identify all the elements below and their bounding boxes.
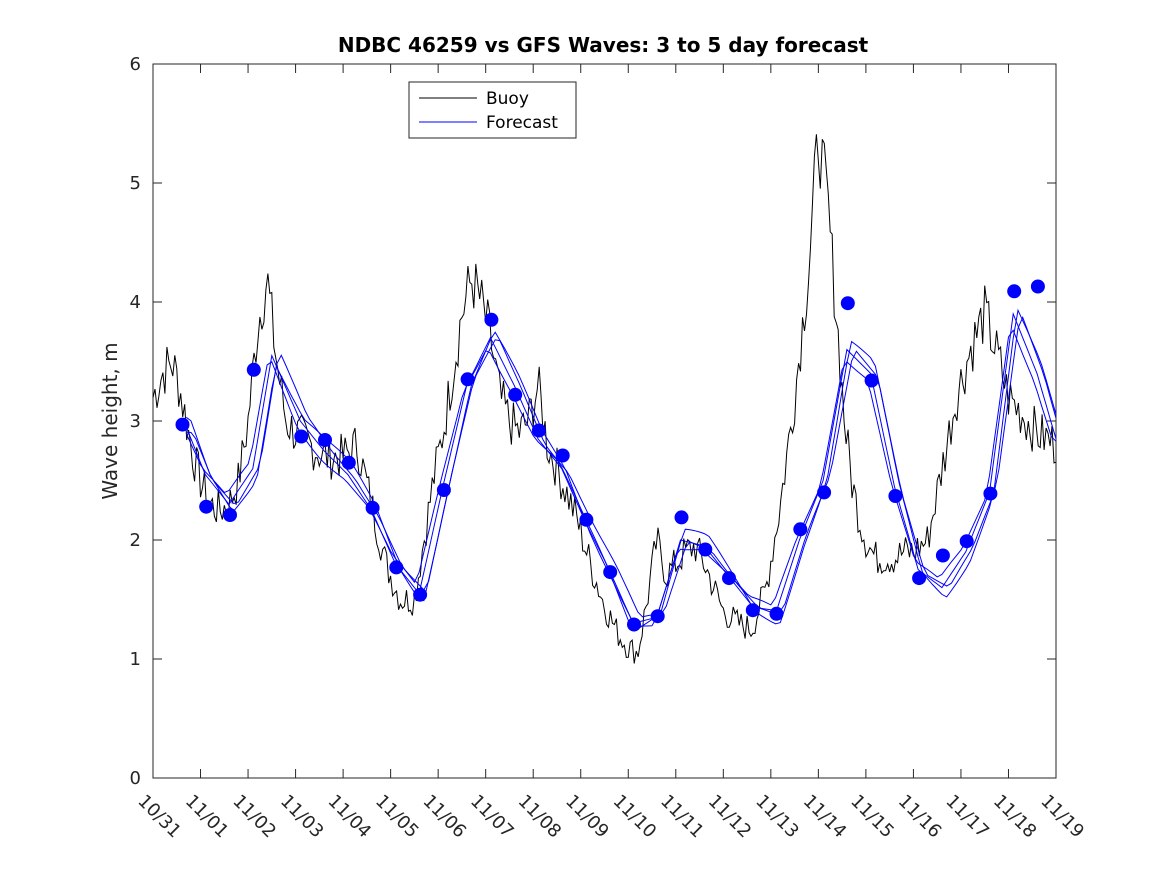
legend: Buoy Forecast xyxy=(408,81,577,139)
forecast-series-line-4 xyxy=(186,315,1057,618)
forecast-marker xyxy=(959,534,974,549)
forecast-series-line-3 xyxy=(185,329,1057,627)
x-tick-label: 11/09 xyxy=(561,791,613,843)
forecast-marker xyxy=(199,499,214,514)
y-tick-label: 0 xyxy=(130,768,141,789)
forecast-marker xyxy=(555,448,570,463)
forecast-marker xyxy=(484,312,499,327)
x-tick-label: 11/02 xyxy=(229,791,281,843)
x-tick-label: 11/11 xyxy=(656,791,708,843)
forecast-marker xyxy=(294,429,309,444)
y-tick-label: 4 xyxy=(130,292,141,313)
buoy-series-line xyxy=(152,134,1057,664)
forecast-series-line-1 xyxy=(185,311,1057,624)
x-tick-label: 11/12 xyxy=(704,791,756,843)
x-tick-label: 11/05 xyxy=(371,791,423,843)
plot-frame xyxy=(152,63,1057,779)
y-tick-label: 2 xyxy=(130,530,141,551)
forecast-marker xyxy=(745,603,760,618)
legend-label-forecast: Forecast xyxy=(486,113,558,133)
forecast-marker xyxy=(722,571,736,586)
x-tick-label: 11/03 xyxy=(276,791,328,843)
x-tick-label: 11/10 xyxy=(609,791,661,843)
forecast-marker xyxy=(888,489,903,503)
forecast-marker xyxy=(460,372,475,387)
forecast-marker xyxy=(365,500,380,515)
plot-area: 012345610/3111/0111/0211/0311/0411/0511/… xyxy=(130,54,1088,842)
forecast-marker xyxy=(1030,279,1045,294)
forecast-marker xyxy=(674,510,689,525)
x-tick-label: 10/31 xyxy=(133,791,185,843)
forecast-marker xyxy=(840,296,855,311)
x-tick-label: 11/15 xyxy=(846,791,898,843)
forecast-marker xyxy=(627,617,641,632)
x-tick-label: 11/16 xyxy=(894,791,946,843)
forecast-marker xyxy=(389,560,404,575)
forecast-marker xyxy=(579,512,594,527)
forecast-marker xyxy=(650,609,665,624)
x-tick-label: 11/19 xyxy=(1036,791,1088,843)
x-tick-label: 11/07 xyxy=(466,791,518,843)
y-tick-label: 1 xyxy=(130,649,141,670)
forecast-marker xyxy=(175,417,190,432)
x-tick-label: 11/06 xyxy=(419,791,471,843)
forecast-marker xyxy=(318,433,332,447)
forecast-marker xyxy=(793,522,808,537)
forecast-marker xyxy=(769,606,784,621)
forecast-marker xyxy=(817,485,832,500)
forecast-marker xyxy=(436,483,451,497)
x-tick-label: 11/04 xyxy=(324,791,376,843)
x-tick-label: 11/01 xyxy=(181,791,233,843)
forecast-marker xyxy=(1007,284,1022,299)
forecast-series-line-2 xyxy=(185,308,1057,630)
y-tick-label: 3 xyxy=(130,411,141,432)
forecast-marker xyxy=(246,362,261,377)
forecast-marker xyxy=(508,387,523,402)
forecast-marker xyxy=(935,548,950,563)
chart-title: NDBC 46259 vs GFS Waves: 3 to 5 day fore… xyxy=(338,33,869,57)
y-tick-label: 6 xyxy=(130,54,141,75)
legend-label-buoy: Buoy xyxy=(486,89,529,109)
y-axis-label: Wave height, m xyxy=(98,342,122,499)
x-tick-label: 11/18 xyxy=(989,791,1041,843)
forecast-marker xyxy=(603,565,618,580)
forecast-marker xyxy=(413,587,428,602)
legend-box xyxy=(408,81,577,139)
forecast-marker xyxy=(983,486,998,501)
forecast-marker xyxy=(698,542,713,557)
x-tick-label: 11/08 xyxy=(514,791,566,843)
forecast-marker xyxy=(223,508,237,522)
y-tick-label: 5 xyxy=(130,173,141,194)
forecast-marker xyxy=(864,373,879,388)
x-tick-label: 11/17 xyxy=(941,791,993,843)
forecast-marker xyxy=(912,571,927,586)
forecast-marker xyxy=(341,455,356,470)
x-tick-label: 11/14 xyxy=(799,791,851,843)
x-tick-label: 11/13 xyxy=(751,791,803,843)
forecast-marker xyxy=(531,423,546,438)
